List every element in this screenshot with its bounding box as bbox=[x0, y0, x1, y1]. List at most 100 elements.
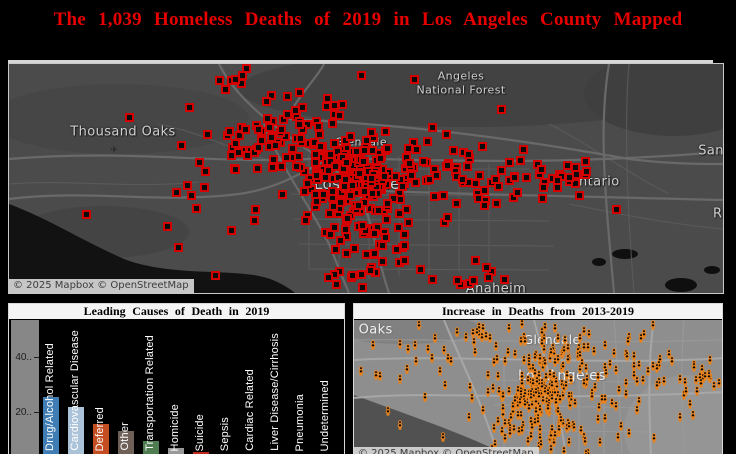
death-marker[interactable] bbox=[381, 214, 391, 224]
increase-marker[interactable] bbox=[693, 374, 699, 385]
increase-marker[interactable] bbox=[539, 327, 545, 337]
increase-marker[interactable] bbox=[385, 405, 391, 416]
death-marker[interactable] bbox=[430, 192, 439, 202]
death-marker[interactable] bbox=[241, 125, 251, 135]
increase-marker[interactable] bbox=[599, 394, 605, 404]
increase-marker[interactable] bbox=[397, 420, 403, 430]
death-marker[interactable] bbox=[335, 236, 345, 246]
death-marker[interactable] bbox=[477, 142, 487, 152]
death-marker[interactable] bbox=[330, 139, 340, 149]
increase-marker[interactable] bbox=[716, 378, 722, 388]
death-marker[interactable] bbox=[366, 265, 376, 275]
death-marker[interactable] bbox=[314, 121, 324, 131]
increase-marker[interactable] bbox=[533, 406, 539, 416]
increase-marker[interactable] bbox=[592, 381, 598, 392]
increase-marker[interactable] bbox=[551, 371, 557, 381]
increase-marker[interactable] bbox=[506, 386, 512, 397]
increase-marker[interactable] bbox=[596, 402, 602, 412]
increase-marker[interactable] bbox=[691, 361, 697, 372]
death-marker[interactable] bbox=[508, 192, 518, 202]
death-marker[interactable] bbox=[451, 198, 461, 208]
increase-marker[interactable] bbox=[634, 404, 640, 415]
increase-marker[interactable] bbox=[502, 433, 508, 443]
increase-marker[interactable] bbox=[615, 431, 621, 442]
death-marker[interactable] bbox=[299, 187, 309, 197]
increase-marker[interactable] bbox=[491, 423, 497, 433]
increase-marker[interactable] bbox=[542, 358, 548, 368]
increase-marker[interactable] bbox=[535, 415, 541, 426]
death-marker[interactable] bbox=[312, 170, 322, 180]
death-marker[interactable] bbox=[314, 130, 324, 139]
death-marker[interactable] bbox=[471, 255, 481, 265]
death-marker[interactable] bbox=[262, 96, 272, 106]
increase-marker[interactable] bbox=[466, 412, 472, 422]
increase-marker[interactable] bbox=[517, 397, 523, 407]
death-marker[interactable] bbox=[324, 166, 334, 176]
increase-marker[interactable] bbox=[589, 391, 595, 402]
increase-marker[interactable] bbox=[445, 353, 451, 363]
death-marker[interactable] bbox=[199, 183, 209, 193]
increase-marker[interactable] bbox=[548, 443, 554, 454]
death-marker[interactable] bbox=[367, 174, 377, 184]
death-marker[interactable] bbox=[295, 88, 305, 98]
increase-marker[interactable] bbox=[699, 364, 705, 374]
increase-marker[interactable] bbox=[638, 333, 644, 343]
increase-marker[interactable] bbox=[561, 344, 567, 355]
increase-marker[interactable] bbox=[487, 333, 493, 343]
death-marker[interactable] bbox=[483, 272, 493, 282]
death-marker[interactable] bbox=[282, 109, 292, 119]
death-marker[interactable] bbox=[200, 167, 210, 177]
death-marker[interactable] bbox=[288, 144, 298, 154]
death-marker[interactable] bbox=[469, 275, 479, 285]
death-marker[interactable] bbox=[399, 240, 409, 250]
increase-marker[interactable] bbox=[537, 423, 543, 434]
death-marker[interactable] bbox=[490, 174, 500, 184]
increase-marker[interactable] bbox=[706, 371, 712, 381]
death-marker[interactable] bbox=[186, 191, 196, 201]
death-marker[interactable] bbox=[230, 139, 240, 149]
increase-marker[interactable] bbox=[495, 371, 501, 381]
death-marker[interactable] bbox=[251, 204, 261, 214]
increase-marker[interactable] bbox=[485, 386, 491, 397]
death-marker[interactable] bbox=[310, 158, 320, 168]
bar-homicide[interactable] bbox=[168, 448, 184, 454]
increase-marker[interactable] bbox=[532, 417, 538, 428]
increase-marker[interactable] bbox=[467, 382, 473, 392]
increase-marker[interactable] bbox=[654, 380, 660, 390]
increase-marker[interactable] bbox=[502, 355, 508, 366]
increase-marker[interactable] bbox=[690, 410, 696, 420]
death-marker[interactable] bbox=[342, 158, 352, 168]
death-marker[interactable] bbox=[518, 144, 528, 154]
increase-marker[interactable] bbox=[377, 370, 383, 381]
death-marker[interactable] bbox=[341, 248, 351, 258]
death-marker[interactable] bbox=[347, 270, 357, 280]
death-marker[interactable] bbox=[235, 131, 245, 141]
death-marker[interactable] bbox=[396, 195, 406, 205]
death-marker[interactable] bbox=[416, 264, 426, 274]
increase-marker[interactable] bbox=[454, 327, 460, 337]
death-marker[interactable] bbox=[394, 223, 404, 233]
death-marker[interactable] bbox=[328, 119, 338, 129]
increase-marker[interactable] bbox=[526, 403, 532, 413]
increase-marker[interactable] bbox=[540, 395, 546, 406]
increase-marker[interactable] bbox=[502, 418, 508, 429]
death-marker[interactable] bbox=[521, 173, 531, 183]
death-marker[interactable] bbox=[499, 275, 509, 285]
increase-marker[interactable] bbox=[562, 335, 568, 346]
increase-marker[interactable] bbox=[492, 438, 498, 449]
death-marker[interactable] bbox=[346, 191, 356, 201]
increase-marker[interactable] bbox=[560, 361, 566, 371]
death-marker[interactable] bbox=[349, 243, 359, 253]
increase-marker[interactable] bbox=[542, 322, 548, 333]
death-marker[interactable] bbox=[404, 217, 414, 227]
death-marker[interactable] bbox=[509, 172, 519, 182]
increase-marker[interactable] bbox=[515, 410, 521, 421]
increase-marker[interactable] bbox=[595, 372, 601, 382]
death-marker[interactable] bbox=[322, 102, 332, 112]
increase-marker[interactable] bbox=[555, 406, 561, 417]
increase-marker[interactable] bbox=[626, 427, 632, 438]
death-marker[interactable] bbox=[399, 255, 409, 265]
increase-marker[interactable] bbox=[441, 345, 447, 355]
increase-marker[interactable] bbox=[661, 376, 667, 386]
